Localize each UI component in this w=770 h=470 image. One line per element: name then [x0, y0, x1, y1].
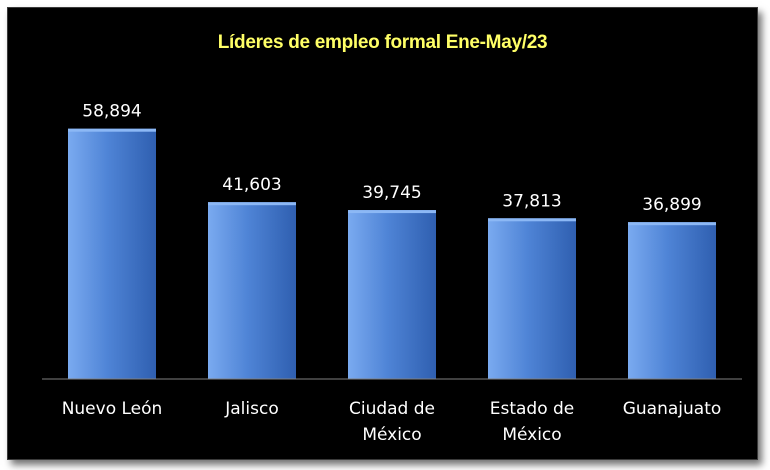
- category-label-2-0: Ciudad de: [349, 399, 435, 419]
- bar-top-0: [68, 128, 156, 132]
- category-label-3-1: México: [502, 425, 561, 445]
- category-label-2-1: México: [362, 425, 421, 445]
- category-label-1-0: Jalisco: [224, 399, 278, 419]
- bars-group: [68, 128, 716, 379]
- bar-top-2: [348, 210, 436, 214]
- bar-top-3: [488, 218, 576, 222]
- category-label-4-0: Guanajuato: [623, 399, 722, 419]
- bar-4: [628, 222, 716, 379]
- chart-title: Líderes de empleo formal Ene-May/23: [217, 32, 548, 53]
- value-label-3: 37,813: [502, 191, 561, 211]
- category-label-0-0: Nuevo León: [62, 399, 163, 419]
- bar-2: [348, 210, 436, 379]
- category-label-3-0: Estado de: [490, 399, 575, 419]
- value-label-4: 36,899: [642, 195, 701, 215]
- bar-chart: 58,894 Nuevo León 41,603 Jalisco 39,745 Ciuda…: [42, 102, 742, 445]
- bar-top-1: [208, 202, 296, 206]
- bar-3: [488, 218, 576, 379]
- bar-0: [68, 128, 156, 379]
- labels-group: 58,894 Nuevo León 41,603 Jalisco 39,745 Ciuda…: [62, 102, 722, 445]
- bar-1: [208, 202, 296, 379]
- bar-top-4: [628, 222, 716, 226]
- chart-frame: Líderes de empleo formal Ene-May/23 58,8…: [7, 7, 758, 460]
- value-label-2: 39,745: [362, 183, 421, 203]
- value-label-1: 41,603: [222, 175, 281, 195]
- value-label-0: 58,894: [82, 102, 141, 122]
